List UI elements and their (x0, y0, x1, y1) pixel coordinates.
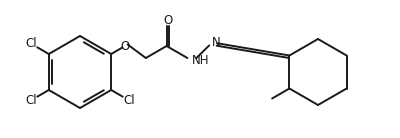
Text: NH: NH (191, 54, 209, 67)
Text: O: O (163, 14, 173, 26)
Text: Cl: Cl (25, 94, 37, 107)
Text: O: O (120, 39, 130, 52)
Text: N: N (212, 36, 221, 49)
Text: Cl: Cl (25, 37, 37, 50)
Text: Cl: Cl (123, 94, 135, 107)
